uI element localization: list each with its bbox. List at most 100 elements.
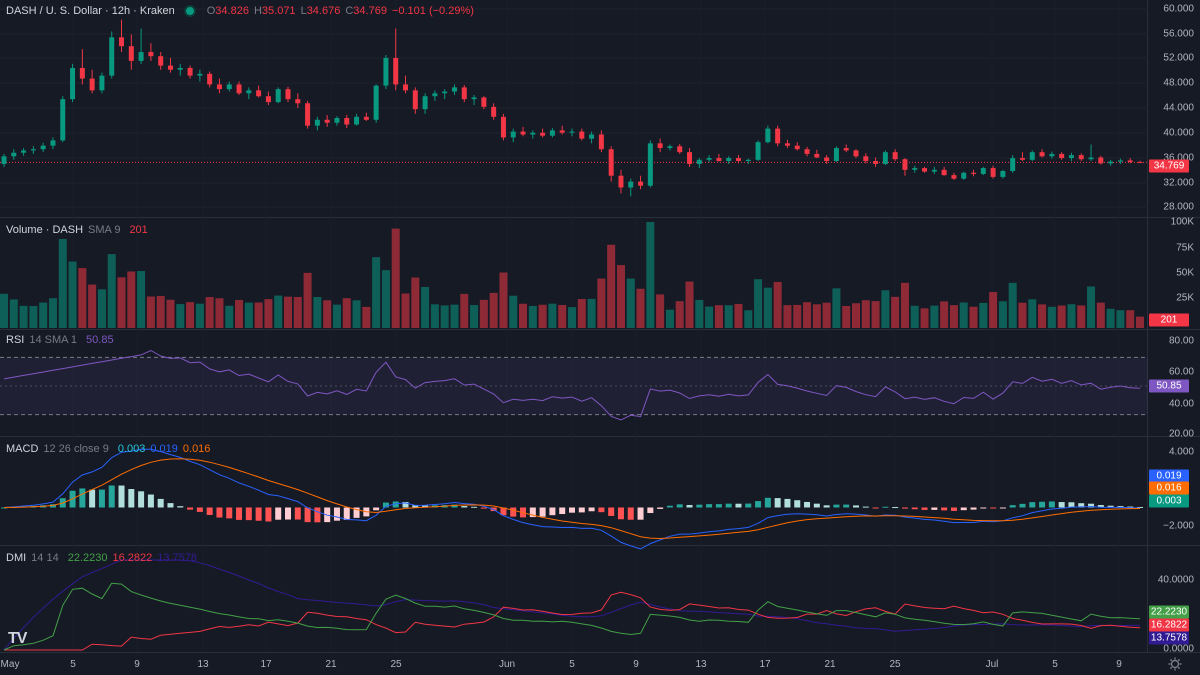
time-tick: 21 — [824, 659, 836, 670]
macd-histogram-bar — [216, 507, 223, 518]
candle-body — [109, 37, 115, 76]
volume-bar — [920, 308, 929, 328]
macd-histogram-bar — [804, 501, 811, 508]
candle-body — [814, 153, 820, 158]
macd-histogram-bar — [813, 503, 820, 508]
volume-badge: 201 — [1149, 313, 1189, 327]
macd-signal-value: 0.016 — [182, 443, 211, 455]
symbol-legend[interactable]: DASH / U. S. Dollar · 12h · Kraken O 34.8… — [6, 5, 474, 17]
volume-bar — [587, 298, 596, 328]
volume-bar — [685, 281, 694, 328]
candle-body — [451, 87, 457, 92]
candle-body — [119, 37, 125, 47]
volume-bar — [146, 296, 155, 328]
volume-bar — [1136, 316, 1144, 328]
macd-histogram-bar — [853, 505, 859, 508]
macd-histogram-bar — [177, 506, 184, 508]
candle-body — [226, 84, 232, 90]
dmi-plus-line — [3, 582, 1141, 651]
candle-body — [60, 99, 66, 141]
time-tick: 13 — [197, 659, 209, 670]
candle-body — [951, 175, 957, 179]
ohlc-change: −0.101 (−0.29%) — [391, 5, 474, 17]
volume-bar — [254, 302, 263, 328]
dmi-legend[interactable]: DMI 14 14 22.2230 16.2822 13.7578 — [6, 552, 197, 564]
tradingview-logo[interactable]: TV — [8, 630, 27, 647]
chart-canvas[interactable] — [0, 0, 1148, 652]
macd-histogram-bar — [402, 501, 409, 508]
volume-bar — [1116, 310, 1125, 328]
macd-histogram-bar — [1009, 505, 1016, 508]
candle-body — [50, 140, 56, 146]
candle-body — [598, 134, 604, 150]
macd-histogram-bar — [1078, 503, 1085, 508]
macd-histogram-bar — [598, 507, 605, 513]
macd-histogram-bar — [755, 501, 762, 508]
price-tick: 48.000 — [1163, 77, 1194, 89]
candle-body — [412, 90, 418, 110]
volume-bar — [695, 299, 704, 328]
candle-body — [393, 57, 399, 85]
candle-body — [432, 93, 438, 97]
volume-bar — [470, 305, 479, 328]
rsi-legend[interactable]: RSI 14 SMA 1 50.85 — [6, 334, 114, 346]
volume-bar — [714, 305, 723, 328]
volume-bar — [881, 290, 890, 328]
volume-bar — [78, 268, 87, 328]
candle-body — [520, 131, 526, 135]
volume-tick: 25K — [1176, 292, 1194, 304]
macd-histogram-bar — [245, 507, 252, 521]
macd-histogram-bar — [392, 501, 399, 508]
volume-bar — [900, 282, 909, 328]
symbol-title[interactable]: DASH / U. S. Dollar · 12h · Kraken — [6, 5, 175, 17]
macd-histogram-bar — [892, 507, 899, 509]
candle-body — [510, 131, 516, 138]
volume-bar — [998, 301, 1007, 328]
macd-legend[interactable]: MACD 12 26 close 9 0.003 0.019 0.016 — [6, 443, 210, 455]
pane-separator — [0, 436, 1200, 437]
macd-histogram-bar — [285, 507, 291, 520]
macd-histogram-bar — [294, 507, 301, 520]
candle-body — [922, 168, 928, 172]
candle-body — [491, 106, 497, 117]
volume-bar — [940, 301, 949, 328]
candle-body — [569, 131, 575, 133]
volume-bar — [949, 305, 958, 328]
volume-bar — [303, 272, 312, 328]
candle-body — [305, 103, 311, 126]
volume-bar — [0, 293, 8, 328]
volume-bar — [137, 271, 146, 328]
volume-bar — [979, 302, 988, 328]
volume-bar — [989, 292, 998, 328]
candle-body — [824, 157, 830, 161]
volume-bar — [646, 222, 655, 328]
macd-histogram-bar — [706, 504, 713, 508]
ohlc-low: 34.676 — [306, 5, 341, 17]
volume-legend[interactable]: Volume · DASH SMA 9 201 — [6, 224, 148, 236]
candle-body — [99, 75, 105, 91]
dmi-adx-line — [3, 559, 1141, 651]
volume-bar — [959, 302, 968, 328]
volume-bar — [1057, 305, 1066, 328]
candle-body — [794, 145, 800, 150]
macd-histogram-bar — [676, 504, 683, 508]
candle-body — [1108, 161, 1114, 164]
candle-body — [677, 146, 683, 153]
volume-bar — [186, 302, 195, 328]
volume-bar — [293, 296, 302, 328]
dmi-adx-badge: 13.7578 — [1149, 631, 1189, 645]
volume-bar — [274, 295, 283, 328]
volume-bar — [705, 306, 714, 328]
gear-icon[interactable] — [1168, 657, 1182, 671]
candle-body — [197, 73, 203, 76]
macd-histogram-bar — [794, 500, 801, 508]
volume-bar — [342, 298, 351, 328]
macd-title: MACD — [6, 443, 39, 455]
pane-separator — [0, 545, 1200, 546]
macd-histogram-bar — [529, 507, 536, 518]
dmi-plus-badge: 22.2230 — [1149, 605, 1189, 619]
time-tick: Jun — [498, 659, 516, 670]
candle-body — [843, 148, 849, 151]
volume-bar — [195, 303, 204, 328]
macd-histogram-bar — [960, 507, 967, 511]
